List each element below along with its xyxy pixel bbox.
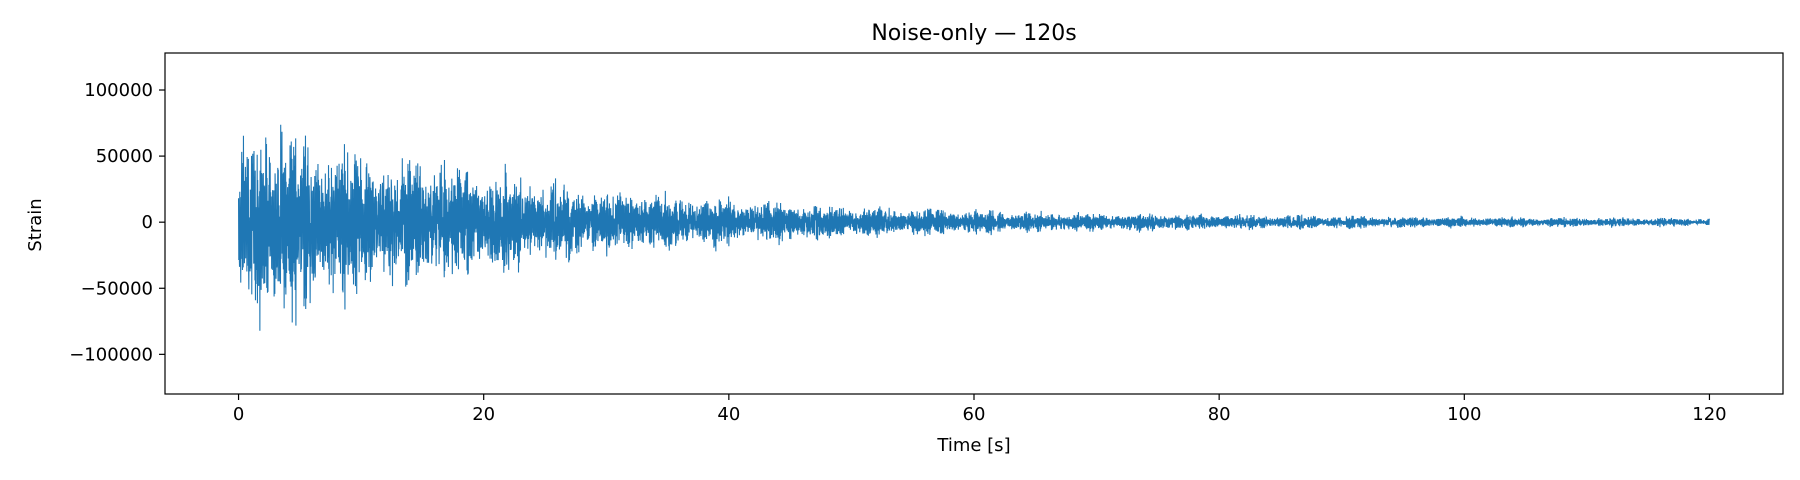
x-tick-label: 20: [472, 404, 495, 425]
x-tick-label: 120: [1692, 404, 1726, 425]
y-tick-label: −100000: [69, 344, 153, 365]
plot-area: [238, 124, 1710, 331]
x-tick-label: 40: [717, 404, 740, 425]
y-tick-label: −50000: [81, 278, 153, 299]
x-tick-label: 60: [963, 404, 986, 425]
y-tick-label: 100000: [84, 80, 153, 101]
y-axis: 100000 50000 0 −50000 −100000: [69, 80, 165, 365]
y-axis-label: Strain: [25, 198, 46, 251]
x-axis: 0 20 40 60 80 100 120: [233, 394, 1727, 425]
plot-frame: [164, 52, 1784, 395]
x-tick-label: 0: [233, 404, 244, 425]
chart-title: Noise-only — 120s: [871, 21, 1076, 46]
y-tick-label: 0: [142, 212, 153, 233]
x-tick-label: 80: [1208, 404, 1231, 425]
y-tick-label: 50000: [96, 146, 153, 167]
strain-series-line: [238, 124, 1710, 331]
x-axis-label: Time [s]: [936, 435, 1010, 456]
x-tick-label: 100: [1447, 404, 1481, 425]
